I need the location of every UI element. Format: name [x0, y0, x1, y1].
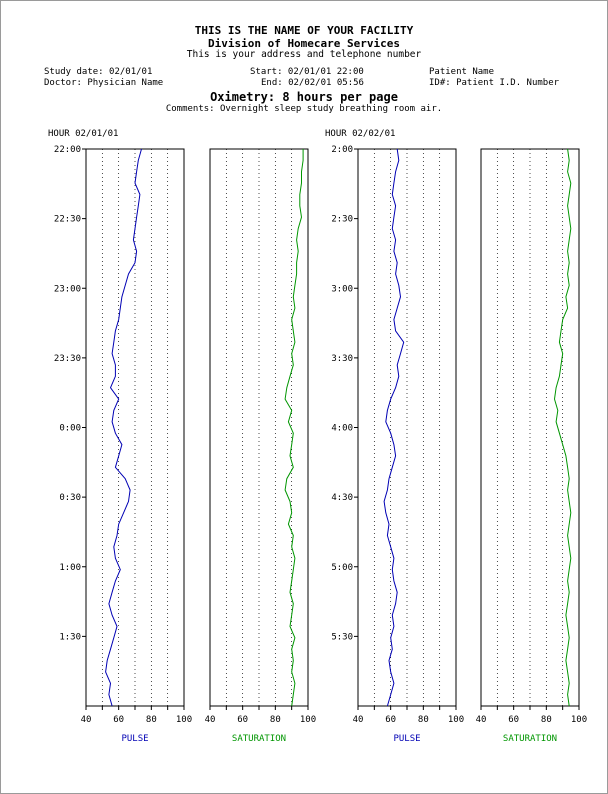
- time-tick-label: 23:30: [54, 354, 81, 364]
- time-tick-label: 3:00: [331, 284, 353, 294]
- time-tick-label: 22:00: [54, 145, 81, 155]
- report-title: Oximetry: 8 hours per page: [210, 90, 398, 104]
- time-tick-label: 2:00: [331, 145, 353, 155]
- x-tick-label: 100: [176, 715, 192, 725]
- time-tick-label: 5:30: [331, 632, 353, 642]
- doctor-name: Doctor: Physician Name: [44, 78, 164, 88]
- x-tick-label: 40: [205, 715, 216, 725]
- time-tick-label: 0:00: [59, 424, 81, 434]
- pulse-trace: [383, 148, 405, 707]
- division-name: Division of Homecare Services: [207, 37, 401, 50]
- time-tick-label: 4:00: [331, 424, 353, 434]
- study-end: End: 02/02/01 05:56: [261, 78, 364, 88]
- time-tick-label: 5:00: [331, 563, 353, 573]
- saturation-trace: [284, 149, 304, 707]
- time-tick-label: 22:30: [54, 215, 81, 225]
- time-tick-label: 0:30: [59, 493, 81, 503]
- x-tick-label: 60: [113, 715, 124, 725]
- time-tick-label: 1:00: [59, 563, 81, 573]
- x-tick-label: 100: [448, 715, 464, 725]
- pulse-trace: [105, 148, 142, 707]
- x-axis-title: PULSE: [121, 734, 148, 744]
- time-tick-label: 2:30: [331, 215, 353, 225]
- x-axis-title: SATURATION: [503, 734, 557, 744]
- patient-name: Patient Name: [429, 67, 495, 77]
- study-start: Start: 02/01/01 22:00: [250, 67, 364, 77]
- saturation-trace: [553, 148, 572, 707]
- time-tick-label: 3:30: [331, 354, 353, 364]
- hour-label-left: HOUR 02/01/01: [48, 129, 119, 139]
- patient-id: ID#: Patient I.D. Number: [429, 78, 560, 88]
- time-tick-label: 1:30: [59, 632, 81, 642]
- x-axis-title: PULSE: [393, 734, 420, 744]
- x-tick-label: 80: [541, 715, 552, 725]
- x-tick-label: 80: [418, 715, 429, 725]
- x-tick-label: 40: [476, 715, 487, 725]
- x-tick-label: 60: [508, 715, 519, 725]
- x-tick-label: 60: [237, 715, 248, 725]
- facility-name: THIS IS THE NAME OF YOUR FACILITY: [194, 24, 414, 37]
- plot-frame: [480, 148, 580, 707]
- x-tick-label: 100: [571, 715, 587, 725]
- plot-frame: [357, 148, 457, 707]
- x-tick-label: 40: [353, 715, 364, 725]
- plot-frame: [85, 148, 185, 707]
- x-tick-label: 40: [81, 715, 92, 725]
- x-tick-label: 80: [270, 715, 281, 725]
- x-tick-label: 80: [146, 715, 157, 725]
- x-tick-label: 60: [385, 715, 396, 725]
- x-tick-label: 100: [300, 715, 316, 725]
- study-date: Study date: 02/01/01: [44, 67, 153, 77]
- time-tick-label: 4:30: [331, 493, 353, 503]
- facility-address: This is your address and telephone numbe…: [186, 49, 422, 60]
- x-axis-title: SATURATION: [232, 734, 286, 744]
- hour-label-right: HOUR 02/02/01: [325, 129, 396, 139]
- comments: Comments: Overnight sleep study breathin…: [165, 104, 443, 114]
- plot-frame: [209, 148, 309, 707]
- time-tick-label: 23:00: [54, 284, 81, 294]
